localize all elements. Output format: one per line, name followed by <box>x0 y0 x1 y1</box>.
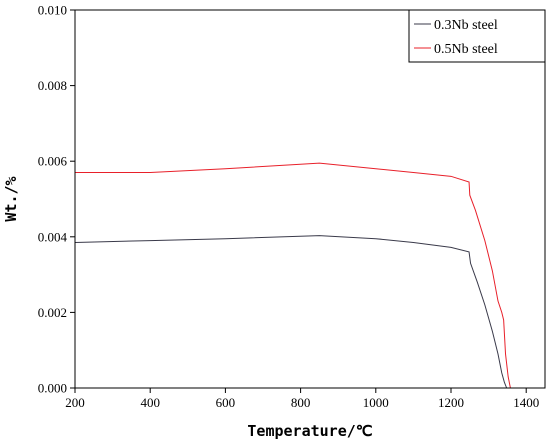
x-tick-label: 400 <box>140 395 160 410</box>
x-axis-label: Temperature/℃ <box>247 422 372 440</box>
x-tick-label: 200 <box>65 395 85 410</box>
y-tick-label: 0.010 <box>38 3 67 18</box>
y-tick-label: 0.006 <box>38 154 68 169</box>
y-tick-label: 0.000 <box>38 381 67 396</box>
legend: 0.3Nb steel 0.5Nb steel <box>408 9 546 63</box>
series-layer <box>74 162 511 389</box>
x-tick-label: 1400 <box>513 395 539 410</box>
x-tick-label: 800 <box>291 395 311 410</box>
plot-frame <box>74 9 546 389</box>
y-tick-label: 0.004 <box>38 229 68 244</box>
series-line-0 <box>74 235 508 389</box>
x-tick-label: 1200 <box>438 395 464 410</box>
y-tick-label: 0.008 <box>38 78 67 93</box>
legend-label-series-1: 0.5Nb steel <box>434 42 498 57</box>
legend-box <box>408 9 546 63</box>
y-axis-label: Wt./% <box>2 176 20 221</box>
x-tick-label: 600 <box>216 395 236 410</box>
y-tick-label: 0.002 <box>38 305 67 320</box>
ticks-layer: 200 400 600 800 1000 1200 1400 0.000 0.002 0.004 0… <box>38 3 539 411</box>
series-line-1 <box>75 162 511 389</box>
legend-label-series-0: 0.3Nb steel <box>434 18 498 33</box>
x-tick-label: 1000 <box>363 395 389 410</box>
